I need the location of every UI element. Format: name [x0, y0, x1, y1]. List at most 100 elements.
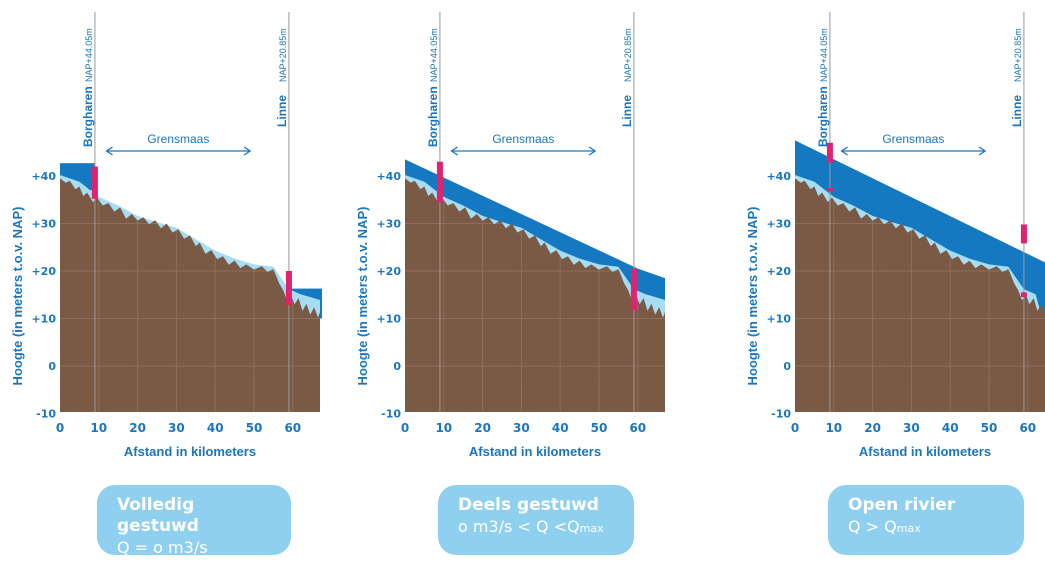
gauge-marker	[91, 166, 98, 199]
x-tick-label: 40	[207, 421, 224, 435]
location-level: NAP+44.05m	[84, 28, 94, 82]
y-tick-label: -10	[381, 408, 401, 421]
location-borgharen: Borgharen NAP+44.05m	[816, 12, 831, 412]
y-tick-label: +40	[376, 170, 401, 183]
x-tick-label: 30	[903, 421, 920, 435]
location-level: NAP+20.85m	[1013, 28, 1023, 82]
y-axis: +40 +30 +20 +10 0 -10	[376, 170, 401, 421]
gauge-marker	[630, 268, 637, 310]
x-tick-label: 20	[129, 421, 146, 435]
gauge-markers	[826, 142, 1027, 298]
x-axis: 0 10 20 30 40 50 60	[791, 421, 1036, 435]
x-tick-label: 60	[629, 421, 646, 435]
y-tick-label: +20	[376, 265, 401, 278]
x-tick-label: 40	[552, 421, 569, 435]
riverbed	[795, 178, 1045, 412]
x-tick-label: 50	[246, 421, 263, 435]
gauge-markers	[91, 166, 292, 306]
arrow-head-right	[588, 146, 597, 156]
caption-title: Deels gestuwd	[458, 495, 599, 515]
y-tick-label: +20	[31, 265, 56, 278]
grensmaas-arrow: Grensmaas	[450, 132, 597, 156]
location-linne: Linne NAP+20.85m	[1010, 12, 1025, 412]
x-tick-label: 50	[981, 421, 998, 435]
x-axis-label: Afstand in kilometers	[859, 444, 991, 459]
location-linne: Linne NAP+20.85m	[620, 12, 635, 412]
y-tick-label: +10	[376, 313, 401, 326]
location-level: NAP+20.85m	[278, 28, 288, 82]
x-axis-label: Afstand in kilometers	[124, 444, 256, 459]
gauge-marker	[436, 161, 443, 203]
caption-title: Open rivier	[848, 495, 956, 515]
reach-label: Grensmaas	[882, 132, 944, 146]
location-name: Linne	[620, 95, 634, 127]
x-axis-label: Afstand in kilometers	[469, 444, 601, 459]
location-linne: Linne NAP+20.85m	[275, 12, 290, 412]
grensmaas-arrow: Grensmaas	[840, 132, 987, 156]
location-name: Borgharen	[426, 86, 440, 147]
caption-condition: o m3/s < Q <Qmax	[458, 517, 604, 536]
location-level: NAP+20.85m	[623, 28, 633, 82]
x-tick-label: 10	[825, 421, 842, 435]
reach-label: Grensmaas	[492, 132, 554, 146]
riverbed	[60, 178, 320, 412]
x-tick-label: 0	[56, 421, 64, 435]
y-axis-label: Hoogte (in meters t.o.v. NAP)	[745, 207, 760, 386]
y-tick-label: -10	[771, 408, 791, 421]
grensmaas-arrow: Grensmaas	[105, 132, 252, 156]
x-tick-label: 30	[513, 421, 530, 435]
y-tick-label: +40	[31, 170, 56, 183]
y-axis: +40 +30 +20 +10 0 -10	[31, 170, 56, 421]
arrow-head-right	[978, 146, 987, 156]
riverbed	[405, 178, 665, 412]
x-tick-label: 60	[1019, 421, 1036, 435]
x-tick-label: 20	[474, 421, 491, 435]
caption-condition: Q > Qmax	[848, 517, 921, 536]
y-tick-label: +10	[31, 313, 56, 326]
arrow-head-left	[840, 146, 848, 156]
location-name: Linne	[1010, 95, 1024, 127]
reach-label: Grensmaas	[147, 132, 209, 146]
location-name: Linne	[275, 95, 289, 127]
x-tick-label: 60	[284, 421, 301, 435]
caption-box: Deels gestuwd o m3/s < Q <Qmax	[438, 485, 634, 555]
gauge-marker	[285, 271, 292, 306]
gauge-marker	[826, 187, 833, 192]
arrow-head-right	[243, 146, 252, 156]
x-tick-label: 10	[90, 421, 107, 435]
y-tick-label: +30	[376, 218, 401, 231]
panel-deels-gestuwd: +40 +30 +20 +10 0 -10 0 10 20 30 40 50 60 Afstand in …	[345, 0, 685, 558]
x-tick-label: 50	[591, 421, 608, 435]
x-tick-label: 0	[401, 421, 409, 435]
location-name: Borgharen	[816, 86, 830, 147]
location-borgharen: Borgharen NAP+44.05m	[426, 12, 441, 412]
location-borgharen: Borgharen NAP+44.05m	[81, 12, 96, 412]
gauge-marker	[1020, 224, 1027, 244]
caption-title: Volledig gestuwd	[117, 495, 199, 536]
y-axis-label: Hoogte (in meters t.o.v. NAP)	[10, 207, 25, 386]
x-tick-label: 20	[864, 421, 881, 435]
gauge-markers	[436, 161, 637, 310]
panel-volledig-gestuwd: +40 +30 +20 +10 0 -10 0 10 20 30 40 50 60 Afstand in …	[0, 0, 340, 558]
y-axis: +40 +30 +20 +10 0 -10	[766, 170, 791, 421]
caption-box: Volledig gestuwd Q = o m3/s	[97, 485, 291, 557]
arrow-head-left	[105, 146, 113, 156]
y-axis-label: Hoogte (in meters t.o.v. NAP)	[355, 207, 370, 386]
x-tick-label: 40	[942, 421, 959, 435]
y-tick-label: -10	[36, 408, 56, 421]
panel-open-rivier: +40 +30 +20 +10 0 -10 0 10 20 30 40 50 60 Afstand in …	[735, 0, 1045, 558]
y-tick-label: 0	[783, 360, 791, 373]
gauge-marker	[1020, 292, 1027, 298]
y-tick-label: 0	[48, 360, 56, 373]
location-level: NAP+44.05m	[819, 28, 829, 82]
location-name: Borgharen	[81, 86, 95, 147]
location-level: NAP+44.05m	[429, 28, 439, 82]
gauge-marker	[826, 142, 833, 163]
y-tick-label: +30	[31, 218, 56, 231]
y-tick-label: +20	[766, 265, 791, 278]
x-tick-label: 0	[791, 421, 799, 435]
x-axis: 0 10 20 30 40 50 60	[56, 421, 301, 435]
